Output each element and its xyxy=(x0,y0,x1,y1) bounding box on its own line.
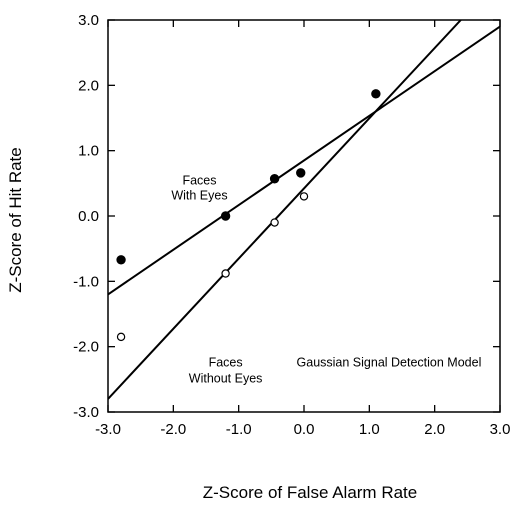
x-axis-title: Z-Score of False Alarm Rate xyxy=(203,483,417,502)
y-tick-label: -2.0 xyxy=(73,339,99,356)
data-point-open xyxy=(116,332,126,342)
annotation-without-eyes-1: Faces xyxy=(209,355,243,369)
plot-frame xyxy=(107,19,501,413)
x-tick-label: -1.0 xyxy=(226,421,252,438)
x-tick-label: 3.0 xyxy=(490,421,511,438)
x-tick-label: -2.0 xyxy=(160,421,186,438)
annotation-model: Gaussian Signal Detection Model xyxy=(297,355,482,369)
data-point-filled xyxy=(296,168,306,178)
x-tick-label: 0.0 xyxy=(294,421,315,438)
y-tick-label: -1.0 xyxy=(73,273,99,290)
data-point-open xyxy=(221,269,230,278)
y-tick-label: 0.0 xyxy=(78,208,99,225)
data-point-filled xyxy=(371,89,381,99)
y-tick-label: 3.0 xyxy=(78,12,99,29)
x-tick-label: -3.0 xyxy=(95,421,121,438)
y-axis-title: Z-Score of Hit Rate xyxy=(6,147,25,293)
fit-line xyxy=(108,25,500,296)
data-point-open xyxy=(299,192,309,201)
annotation-with-eyes-1: Faces xyxy=(182,174,216,188)
y-tick-label: 1.0 xyxy=(78,143,99,160)
data-point-open xyxy=(270,218,279,227)
annotation-with-eyes-2: With Eyes xyxy=(171,189,227,203)
fit-line xyxy=(108,20,462,400)
data-point-filled xyxy=(220,211,231,221)
data-point-filled xyxy=(116,255,126,265)
y-tick-label: -3.0 xyxy=(73,404,99,421)
x-tick-label: 2.0 xyxy=(424,421,445,438)
annotation-without-eyes-2: Without Eyes xyxy=(189,372,263,386)
y-tick-label: 2.0 xyxy=(78,77,99,94)
data-point-filled xyxy=(269,174,280,184)
x-tick-label: 1.0 xyxy=(359,421,380,438)
